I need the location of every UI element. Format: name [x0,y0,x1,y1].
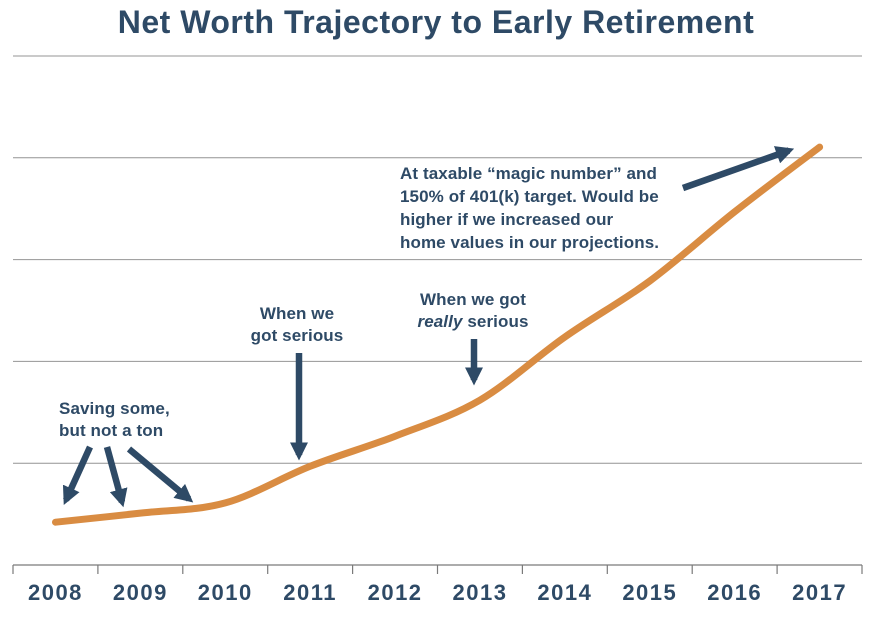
x-axis-label: 2013 [452,580,508,605]
networth-line [52,143,824,526]
arrow-saving-right-icon [126,446,194,503]
annotation-line: really serious [399,311,547,333]
x-axis-labels: 2008 2009 2010 2011 2012 2013 2014 2015 2016 2017 [13,580,862,610]
annotation-line: When we got [420,290,526,309]
x-axis-label: 2011 [283,580,338,605]
annotation-line: At taxable “magic number” and [400,164,658,183]
annotation-saving-some: Saving some, but not a ton [59,398,170,442]
x-axis-label: 2014 [537,580,593,605]
annotation-line: higher if we increased our [400,210,614,229]
arrow-saving-mid-icon [103,446,128,508]
arrow-magic-icon [681,146,795,192]
x-axis-label: 2010 [197,580,253,605]
chart-title: Net Worth Trajectory to Early Retirement [117,4,755,40]
annotation-line: but not a ton [59,421,164,440]
arrow-saving-left-icon [62,445,93,505]
annotation-line-rest: serious [462,312,529,331]
italic-word: really [417,312,463,331]
annotation-line: got serious [250,326,344,345]
x-axis-label: 2017 [792,580,848,605]
annotation-line: 150% of 401(k) target. Would be [400,187,659,206]
annotation-really-serious: When we got really serious [399,289,547,333]
annotation-line: home values in our projections. [400,233,660,252]
networth-curve [52,143,824,526]
annotation-line: When we [259,304,335,323]
x-axis-label: 2008 [27,580,83,605]
x-axis-label: 2015 [622,580,678,605]
gridlines [13,55,862,464]
x-axis [12,564,863,574]
x-axis-label: 2012 [367,580,423,605]
annotation-got-serious: When we got serious [230,303,364,347]
x-axis-label: 2016 [707,580,763,605]
annotation-line: Saving some, [59,399,170,418]
x-axis-label: 2009 [112,580,168,605]
annotation-magic-number: At taxable “magic number” and 150% of 40… [400,162,700,254]
